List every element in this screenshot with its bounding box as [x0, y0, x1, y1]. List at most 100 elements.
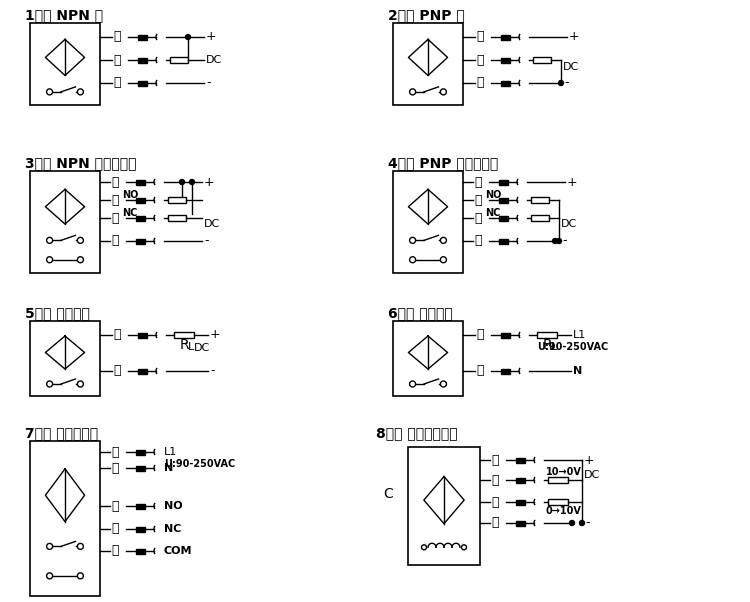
Circle shape [46, 256, 53, 262]
Text: 1号： NPN 型: 1号： NPN 型 [25, 8, 103, 22]
Text: NO: NO [485, 190, 501, 200]
Text: NC: NC [485, 208, 500, 218]
Circle shape [410, 381, 416, 387]
Circle shape [559, 81, 563, 85]
Text: -: - [206, 76, 211, 90]
Text: 8号： 模拟量输出型: 8号： 模拟量输出型 [376, 426, 458, 440]
Bar [138, 81, 147, 85]
Bar [408, 447, 480, 565]
Bar [499, 197, 508, 202]
Text: 5号： 直流二线: 5号： 直流二线 [25, 306, 90, 320]
Text: 黑: 黑 [476, 54, 484, 66]
Bar [138, 368, 147, 373]
Bar [174, 332, 194, 338]
Bar [533, 57, 551, 63]
Circle shape [553, 238, 557, 243]
Bar [531, 197, 549, 203]
Circle shape [77, 237, 83, 243]
Bar [136, 465, 145, 471]
Bar [168, 197, 186, 203]
Text: 黄: 黄 [111, 500, 118, 512]
Text: 红: 红 [491, 453, 499, 467]
Bar [499, 216, 508, 220]
Circle shape [440, 237, 446, 243]
Bar [136, 238, 145, 243]
Text: C: C [383, 487, 393, 501]
Text: 黑: 黑 [113, 54, 121, 66]
Text: 4号： PNP 一开一闭型: 4号： PNP 一开一闭型 [388, 156, 498, 170]
Bar [170, 57, 188, 63]
Bar [30, 23, 100, 105]
Bar [516, 458, 525, 462]
Text: 兰: 兰 [113, 76, 121, 90]
Circle shape [580, 521, 584, 526]
Text: DC: DC [561, 219, 578, 229]
Text: R: R [180, 338, 190, 352]
Text: 红: 红 [474, 176, 482, 188]
Bar [501, 58, 510, 63]
Text: N: N [164, 463, 173, 473]
Bar [136, 216, 145, 220]
Circle shape [440, 381, 446, 387]
Bar [501, 81, 510, 85]
Circle shape [46, 237, 53, 243]
Text: 黄: 黄 [474, 193, 482, 206]
Bar [516, 500, 525, 504]
Circle shape [46, 573, 53, 579]
Circle shape [422, 545, 427, 550]
Bar [136, 179, 145, 184]
Bar [30, 441, 100, 596]
Text: 兰: 兰 [111, 235, 118, 247]
Bar [30, 321, 100, 396]
Text: 黑: 黑 [491, 495, 499, 509]
Text: 0→10V: 0→10V [546, 506, 582, 516]
Bar [138, 332, 147, 338]
Text: -: - [564, 76, 568, 90]
Bar [531, 215, 549, 221]
Text: L: L [188, 342, 194, 352]
Text: 兰: 兰 [491, 517, 499, 530]
Text: 棕: 棕 [111, 544, 118, 557]
Bar [516, 477, 525, 482]
Bar [501, 368, 510, 373]
Bar [537, 332, 557, 338]
Text: 6号： 交流二线: 6号： 交流二线 [388, 306, 453, 320]
Bar [136, 503, 145, 509]
Circle shape [461, 545, 466, 550]
Bar [138, 58, 147, 63]
Text: +: + [204, 176, 214, 188]
Bar [138, 34, 147, 40]
Text: COM: COM [164, 546, 193, 556]
Text: NC: NC [122, 208, 137, 218]
Text: 黄: 黄 [491, 474, 499, 486]
Circle shape [410, 237, 416, 243]
Bar [499, 238, 508, 243]
Bar [393, 321, 463, 396]
Text: -: - [585, 517, 590, 530]
Circle shape [46, 544, 53, 550]
Bar [136, 197, 145, 202]
Text: +: + [210, 329, 220, 341]
Circle shape [46, 89, 53, 95]
Text: DC: DC [194, 343, 210, 353]
Text: 棕: 棕 [113, 329, 121, 341]
Text: DC: DC [206, 55, 222, 65]
Text: L1: L1 [573, 330, 586, 340]
Text: DC: DC [563, 62, 579, 72]
Bar [501, 332, 510, 338]
Text: DC: DC [584, 470, 600, 480]
Bar [168, 215, 186, 221]
Text: 黄: 黄 [111, 193, 118, 206]
Circle shape [77, 256, 83, 262]
Text: -: - [204, 235, 209, 247]
Text: +: + [567, 176, 578, 188]
Text: 红: 红 [111, 445, 118, 459]
Bar [501, 34, 510, 40]
Bar [136, 527, 145, 532]
Bar [499, 179, 508, 184]
Circle shape [440, 89, 446, 95]
Circle shape [77, 573, 83, 579]
Text: 棕: 棕 [476, 31, 484, 43]
Circle shape [556, 238, 562, 243]
Circle shape [410, 256, 416, 262]
